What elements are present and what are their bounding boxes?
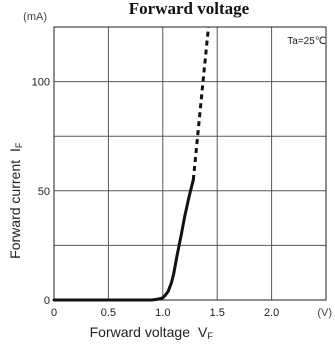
x-axis-symbol: VF bbox=[198, 324, 213, 341]
x-tick-labels: 0 0.5 1.0 1.5 2.0 bbox=[51, 307, 279, 319]
series-line-dashed bbox=[191, 26, 210, 181]
x-tick-label: 0 bbox=[51, 307, 57, 319]
x-tick-label: 1.0 bbox=[155, 307, 170, 319]
y-tick-label: 100 bbox=[32, 77, 50, 89]
x-axis-label: Forward voltage bbox=[90, 324, 191, 340]
x-tick-label: 1.5 bbox=[210, 307, 225, 319]
x-unit-label: (V) bbox=[317, 307, 332, 319]
chart-title: Forward voltage bbox=[129, 0, 250, 18]
grid-lines bbox=[54, 27, 326, 300]
y-unit-label: (mA) bbox=[23, 11, 47, 23]
temperature-annotation: Ta=25℃ bbox=[287, 36, 326, 47]
y-tick-label: 50 bbox=[38, 186, 50, 198]
y-axis-symbol: IF bbox=[7, 142, 24, 152]
y-axis-label: Forward current bbox=[7, 160, 23, 259]
y-tick-labels: 0 50 100 bbox=[32, 77, 50, 307]
y-tick-label: 0 bbox=[44, 295, 50, 307]
x-tick-label: 2.0 bbox=[264, 307, 279, 319]
x-tick-label: 0.5 bbox=[101, 307, 116, 319]
series-line-solid bbox=[52, 178, 195, 302]
series-group bbox=[52, 26, 210, 302]
plot-frame bbox=[53, 26, 327, 301]
